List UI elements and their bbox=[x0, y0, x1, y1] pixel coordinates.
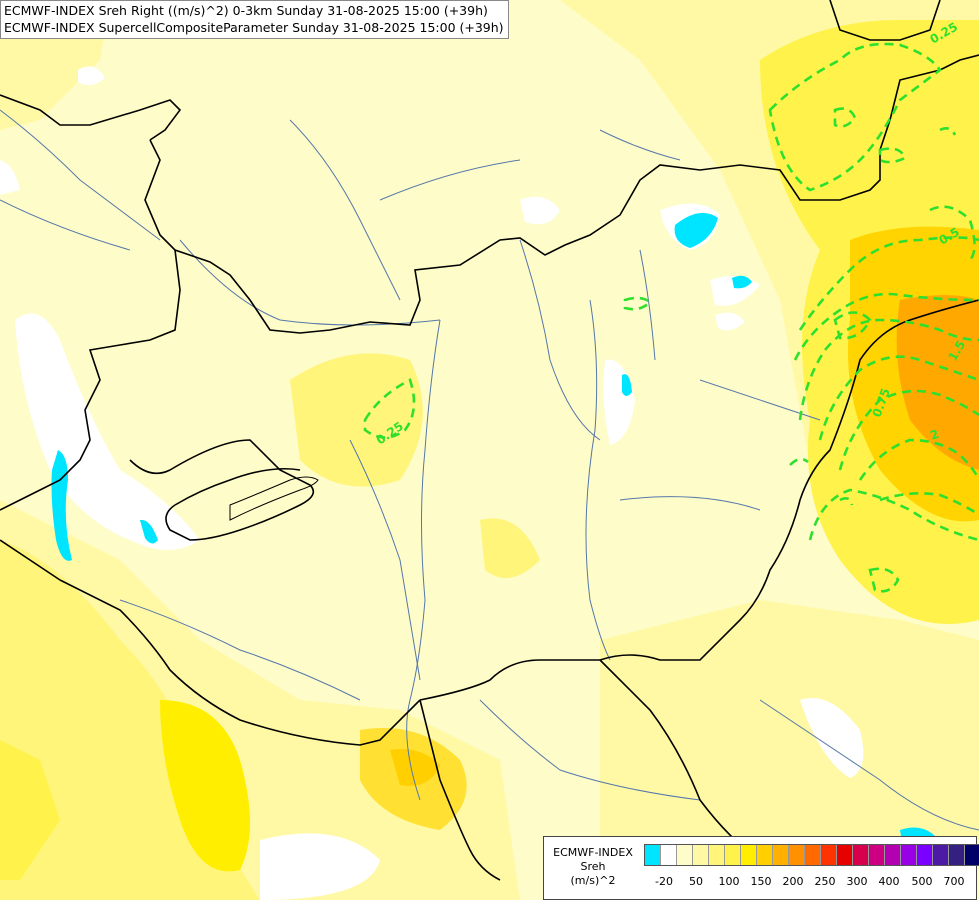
legend-swatch bbox=[853, 845, 869, 865]
legend-tick-label: 200 bbox=[782, 875, 804, 888]
legend-swatch bbox=[805, 845, 821, 865]
legend-title-units: (m/s)^2 bbox=[570, 874, 616, 887]
scp-contours bbox=[363, 42, 979, 593]
legend-swatch bbox=[773, 845, 789, 865]
legend-swatch bbox=[693, 845, 709, 865]
color-legend: ECMWF-INDEX Sreh (m/s)^2 -20 50 100 150 200 2… bbox=[543, 836, 979, 900]
legend-swatch bbox=[709, 845, 725, 865]
legend-swatch bbox=[741, 845, 757, 865]
rivers bbox=[0, 109, 979, 831]
legend-swatch bbox=[949, 845, 965, 865]
legend-swatch bbox=[965, 845, 979, 865]
legend-swatch bbox=[933, 845, 949, 865]
legend-title-variable: Sreh bbox=[580, 860, 606, 873]
legend-swatch bbox=[645, 845, 661, 865]
legend-swatch bbox=[661, 845, 677, 865]
legend-swatch bbox=[757, 845, 773, 865]
legend-tick-label: 250 bbox=[814, 875, 836, 888]
legend-swatch bbox=[789, 845, 805, 865]
legend-tick-label: 100 bbox=[718, 875, 740, 888]
legend-tick-label: 150 bbox=[750, 875, 772, 888]
legend-title-model: ECMWF-INDEX bbox=[553, 846, 633, 859]
legend-tick-labels: -20 50 100 150 200 250 300 400 500 700 bbox=[644, 875, 974, 889]
legend-tick-label: 50 bbox=[689, 875, 703, 888]
legend-title: ECMWF-INDEX Sreh (m/s)^2 bbox=[547, 846, 639, 888]
legend-swatch bbox=[821, 845, 837, 865]
legend-tick-label: 700 bbox=[943, 875, 965, 888]
legend-swatch bbox=[869, 845, 885, 865]
legend-swatch bbox=[837, 845, 853, 865]
header-line-scp: ECMWF-INDEX SupercellCompositeParameter … bbox=[4, 20, 504, 35]
legend-tick-label: -20 bbox=[655, 875, 673, 888]
legend-swatch bbox=[901, 845, 917, 865]
map-header: ECMWF-INDEX Sreh Right ((m/s)^2) 0-3km S… bbox=[0, 0, 509, 39]
legend-swatch bbox=[885, 845, 901, 865]
legend-swatch bbox=[725, 845, 741, 865]
legend-swatch bbox=[677, 845, 693, 865]
legend-color-scale bbox=[644, 844, 979, 866]
legend-tick-label: 500 bbox=[911, 875, 933, 888]
header-line-sreh: ECMWF-INDEX Sreh Right ((m/s)^2) 0-3km S… bbox=[4, 3, 488, 18]
legend-tick-label: 300 bbox=[846, 875, 868, 888]
legend-tick-label: 400 bbox=[878, 875, 900, 888]
legend-swatch bbox=[917, 845, 933, 865]
country-borders bbox=[0, 0, 979, 881]
